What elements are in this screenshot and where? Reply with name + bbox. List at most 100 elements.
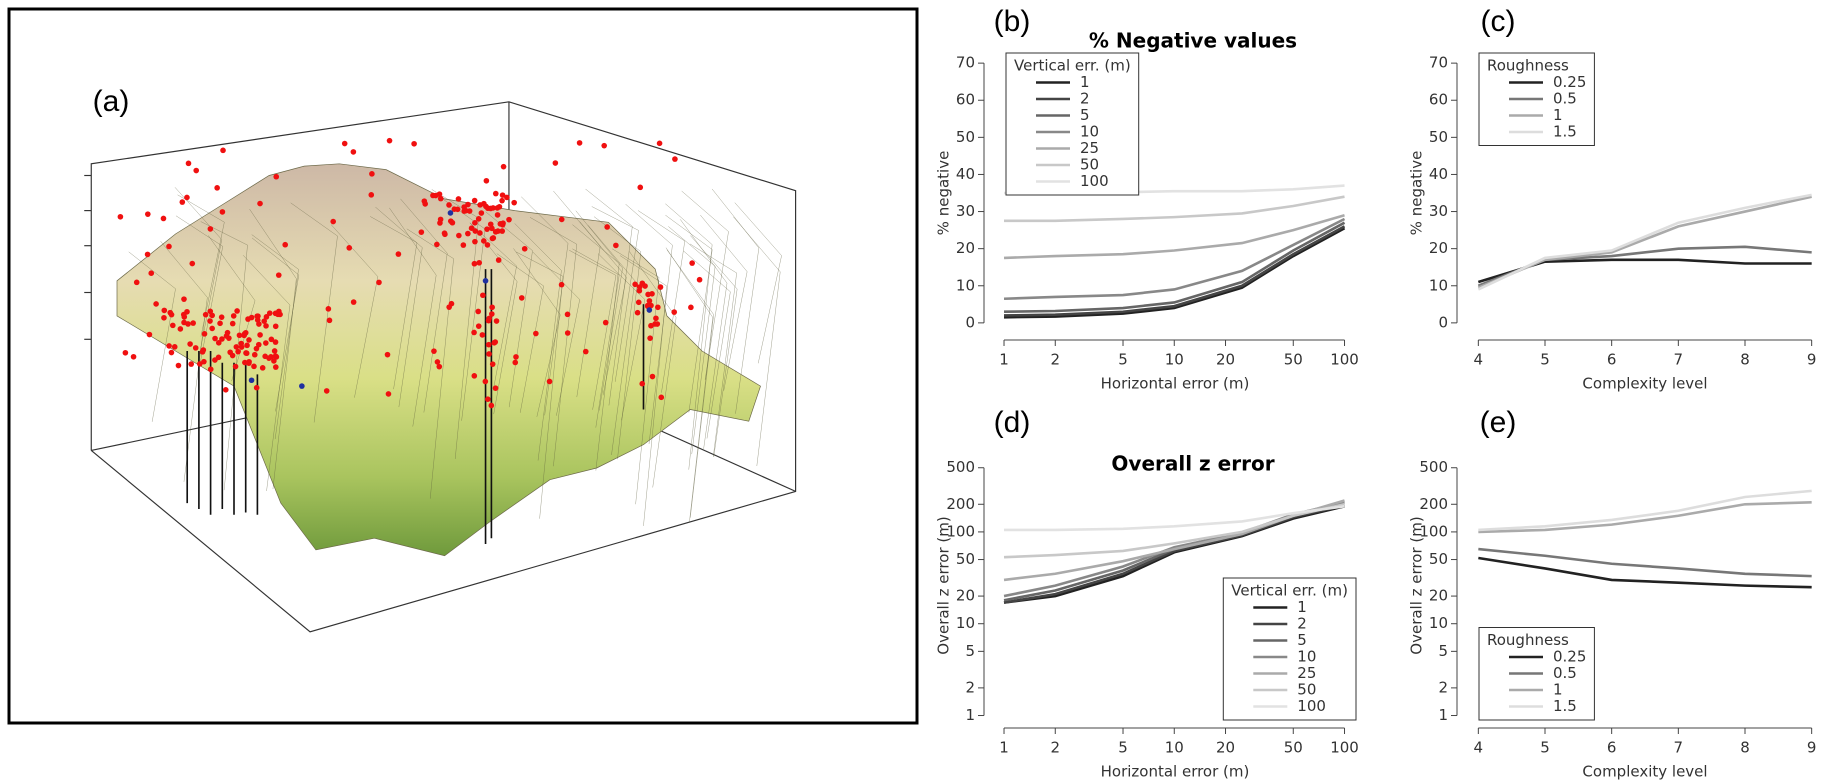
x-tick-label: 5: [1118, 351, 1128, 369]
legend-label: 1.5: [1553, 697, 1577, 715]
legend-label: 5: [1080, 106, 1090, 124]
contour-line: [680, 219, 728, 449]
legend-label: 50: [1080, 156, 1099, 174]
x-tick-label: 9: [1807, 739, 1817, 757]
contour-line: [690, 235, 738, 458]
sample-point: [189, 260, 196, 267]
sample-point: [160, 215, 167, 222]
legend-label: 10: [1080, 123, 1099, 141]
contour-line: [593, 216, 642, 460]
contour-line: [637, 210, 686, 393]
y-tick-label: 2: [965, 678, 975, 696]
x-tick-label: 4: [1474, 739, 1484, 757]
sample-point: [245, 316, 251, 322]
sample-point: [207, 318, 213, 324]
sample-point: [602, 319, 609, 326]
sample-point: [181, 296, 187, 302]
sample-point: [207, 366, 214, 373]
sample-point: [447, 210, 454, 216]
sample-point: [647, 335, 653, 341]
sample-point: [251, 351, 258, 358]
sample-point: [649, 290, 655, 297]
sample-point: [257, 332, 263, 338]
sample-point: [117, 213, 124, 220]
y-tick-label: 70: [1429, 54, 1448, 72]
sample-point: [472, 238, 478, 245]
sample-point: [649, 373, 656, 380]
y-tick-label: 10: [1429, 276, 1448, 294]
sample-point: [658, 394, 665, 401]
sample-point: [253, 384, 260, 391]
sample-point: [482, 378, 489, 385]
sample-point: [215, 339, 222, 346]
sample-point: [236, 332, 243, 339]
sample-point: [558, 216, 565, 223]
x-tick-label: 100: [1330, 351, 1359, 369]
legend-label: 50: [1297, 681, 1316, 699]
panel-label: (a): [93, 85, 130, 118]
series-line: [1003, 221, 1346, 314]
y-tick-label: 0: [1438, 313, 1448, 331]
sample-point: [434, 359, 441, 365]
contour-line: [665, 247, 714, 523]
sample-point: [224, 329, 231, 336]
sample-point: [299, 383, 305, 389]
sample-point: [511, 199, 517, 206]
x-axis-label: Complexity level: [1582, 375, 1707, 393]
series-line: [1003, 503, 1345, 559]
sample-point: [273, 173, 280, 180]
sample-point: [166, 343, 172, 349]
y-tick-label: 20: [956, 587, 975, 605]
sample-point: [512, 359, 519, 366]
y-tick-label: 200: [946, 495, 975, 513]
series-line: [1004, 505, 1345, 532]
sample-point: [190, 320, 196, 326]
sample-point: [161, 314, 167, 321]
sample-point: [369, 171, 375, 177]
contour-line: [683, 250, 731, 439]
series-line: [1004, 195, 1345, 223]
sample-point: [171, 344, 178, 350]
x-tick-label: 8: [1740, 351, 1750, 369]
sample-point: [168, 311, 175, 318]
contour-line: [389, 207, 437, 427]
sample-point: [492, 190, 499, 197]
sample-point: [546, 378, 553, 385]
legend-title: Vertical err. (m): [1014, 57, 1131, 75]
y-tick-label: 50: [956, 128, 975, 146]
series-line: [1477, 258, 1812, 284]
sample-point: [601, 142, 608, 149]
sample-point: [485, 341, 492, 348]
contour-line: [665, 214, 713, 413]
sample-point: [492, 229, 499, 235]
series-line: [1003, 214, 1345, 260]
legend-label: 10: [1297, 648, 1316, 666]
sample-point: [272, 339, 279, 345]
y-tick-label: 500: [946, 458, 975, 476]
sample-point: [282, 241, 289, 248]
sample-point: [253, 345, 260, 352]
panel-label: (b): [994, 5, 1031, 38]
contour-line: [160, 241, 208, 482]
sample-point: [184, 194, 190, 201]
contour-line: [175, 215, 224, 368]
contour-line: [516, 251, 564, 519]
sample-point: [475, 308, 482, 315]
sample-point: [646, 307, 653, 313]
sample-point: [350, 149, 357, 155]
y-tick-label: 50: [1429, 128, 1448, 146]
y-axis-label: % negative: [935, 151, 953, 236]
sample-point: [465, 201, 471, 208]
sample-point: [207, 308, 214, 315]
contour-line: [612, 248, 660, 505]
sample-point: [460, 242, 467, 248]
chart-title: % Negative values: [1089, 29, 1297, 53]
sample-point: [462, 207, 469, 214]
box-edge: [90, 101, 797, 633]
sample-point: [262, 353, 268, 360]
y-axis-label: % negative: [1408, 151, 1426, 236]
contour-line: [128, 251, 176, 422]
sample-point: [492, 385, 499, 391]
